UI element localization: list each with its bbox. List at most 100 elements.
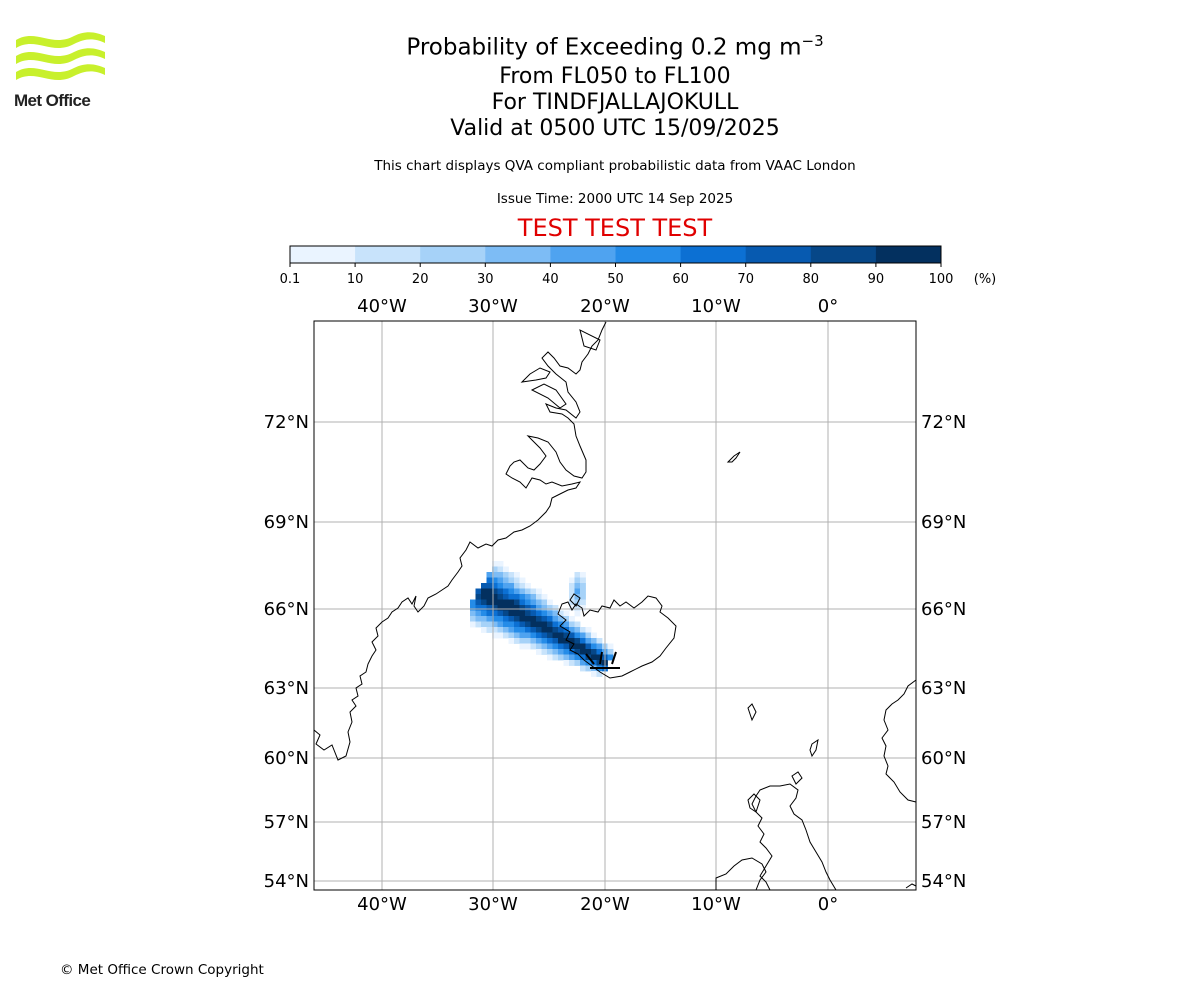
plume-cell	[580, 649, 586, 655]
plume-cell	[580, 583, 586, 589]
plume-cell	[558, 654, 564, 661]
plume-cell	[525, 643, 531, 650]
plume-cell	[486, 572, 493, 578]
plume-cell	[541, 632, 548, 639]
plume-cell	[497, 616, 504, 622]
plume-cell	[574, 632, 581, 639]
plume-cell	[497, 610, 504, 617]
plume-cell	[508, 632, 515, 639]
plume-cell	[574, 610, 581, 617]
plume-cell	[492, 577, 498, 584]
plume-cell	[536, 638, 542, 644]
plume-cell	[558, 632, 564, 639]
plume-cell	[563, 638, 570, 644]
plume-cell	[607, 649, 614, 655]
latitude-label-right: 69°N	[921, 512, 966, 533]
scotland-coastline	[751, 783, 837, 891]
plume-cell	[508, 599, 515, 606]
plume-cell	[569, 627, 575, 633]
plume-cell	[486, 599, 493, 606]
plume-cell	[497, 627, 504, 633]
plume-cell	[525, 583, 531, 589]
plume-cell	[486, 621, 493, 628]
plume-cell	[492, 610, 498, 617]
plume-cell	[475, 588, 482, 595]
longitude-label-top: 20°W	[580, 296, 630, 317]
plume-cell	[591, 638, 597, 644]
plume-cell	[574, 649, 581, 655]
plume-cell	[547, 599, 553, 606]
plume-cell	[525, 588, 531, 595]
plume-cell	[558, 610, 564, 617]
plume-cell	[525, 594, 531, 600]
plume-cell	[591, 643, 597, 650]
plume-cell	[525, 632, 531, 639]
plume-cell	[569, 638, 575, 644]
plume-cell	[508, 577, 515, 584]
plume-cell	[591, 632, 597, 639]
plume-cell	[530, 643, 537, 650]
plume-cell	[580, 627, 586, 633]
plume-cell	[558, 638, 564, 644]
plume-cell	[536, 632, 542, 639]
iceland-westfjord	[569, 593, 581, 607]
plume-cell	[574, 638, 581, 644]
plume-cell	[492, 632, 498, 639]
plume-cell	[497, 577, 504, 584]
test-banner: TEST TEST TEST	[517, 214, 713, 242]
colorbar-tick-label: 60	[672, 272, 689, 287]
plume-cell	[503, 577, 509, 584]
orkney-islands	[791, 771, 803, 785]
plume-cell	[541, 621, 548, 628]
plume-cell	[470, 605, 476, 611]
plume-cell	[530, 599, 537, 606]
colorbar-swatch	[290, 246, 356, 263]
colorbar-tick-label: 70	[737, 272, 754, 287]
plume-cell	[497, 621, 504, 628]
plume-cell	[530, 610, 537, 617]
longitude-label-bottom: 10°W	[691, 894, 741, 915]
plume-cell	[563, 643, 570, 650]
colorbar-swatch	[875, 246, 942, 263]
plume-cell	[558, 643, 564, 650]
plume-cell	[470, 610, 476, 617]
colorbar-tick-label: 0.1	[280, 272, 301, 287]
longitude-label-top: 40°W	[357, 296, 407, 317]
plume-cell	[569, 616, 575, 622]
flight-level-range: From FL050 to FL100	[499, 64, 731, 89]
plume-cell	[486, 627, 493, 633]
plume-cell	[536, 605, 542, 611]
qva-note: This chart displays QVA compliant probab…	[374, 158, 856, 174]
plume-cell	[525, 627, 531, 633]
plume-cell	[580, 638, 586, 644]
plume-cell	[519, 643, 526, 650]
plume-cell	[519, 621, 526, 628]
plume-cell	[585, 638, 592, 644]
plume-cell	[519, 638, 526, 644]
latitude-label-left: 72°N	[264, 412, 309, 433]
plume-cell	[519, 616, 526, 622]
plume-cell	[525, 599, 531, 606]
plume-cell	[530, 605, 537, 611]
plume-cell	[547, 632, 553, 639]
plume-cell	[481, 588, 487, 595]
chart-title-main: Probability of Exceeding 0.2 mg m	[406, 34, 802, 61]
longitude-label-bottom: 0°	[818, 894, 838, 915]
plume-cell	[497, 599, 504, 606]
plume-cell	[552, 649, 559, 655]
plume-cell	[486, 583, 493, 589]
latitude-label-left: 63°N	[264, 678, 309, 699]
valid-time: Valid at 0500 UTC 15/09/2025	[450, 116, 780, 141]
plume-cell	[541, 649, 548, 655]
plume-cell	[558, 616, 564, 622]
plume-cell	[541, 599, 548, 606]
plume-cell	[541, 610, 548, 617]
iceland-coastline	[557, 595, 677, 679]
plume-cell	[503, 594, 509, 600]
plume-cell	[525, 605, 531, 611]
plume-cell	[563, 610, 570, 617]
plume-cell	[492, 627, 498, 633]
plume-cell	[580, 643, 586, 650]
latitude-label-right: 72°N	[921, 412, 966, 433]
plume-cell	[514, 599, 520, 606]
